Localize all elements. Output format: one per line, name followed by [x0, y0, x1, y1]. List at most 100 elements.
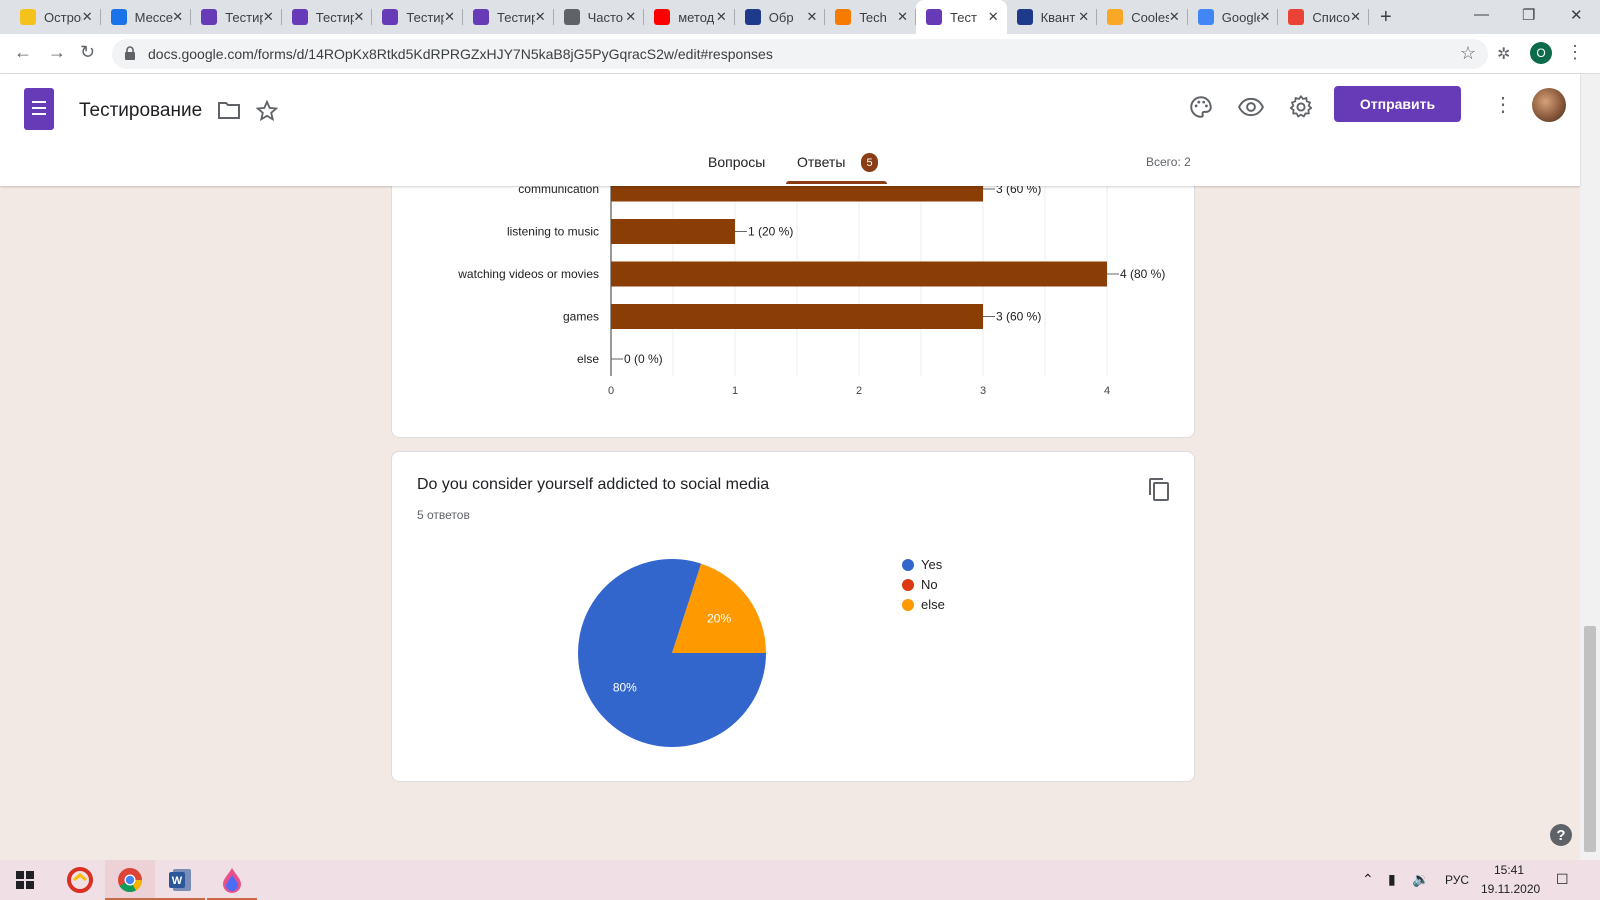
clock-time[interactable]: 15:41 [1494, 863, 1525, 877]
tab-answers[interactable]: Ответы [797, 154, 846, 170]
tab-separator [914, 9, 916, 25]
browser-tab[interactable]: Квант ✕ [1007, 0, 1098, 34]
close-tab-icon[interactable]: ✕ [897, 9, 908, 24]
close-tab-icon[interactable]: ✕ [625, 9, 637, 24]
chrome-app-icon[interactable] [105, 860, 155, 900]
browser-tab[interactable]: Список✕ [1278, 0, 1369, 34]
pie-slice-label: 20% [707, 612, 731, 626]
browser-tab[interactable]: Тестирование✕ [282, 0, 373, 34]
tab-separator [1277, 9, 1279, 25]
feather-tab-icon [1016, 9, 1033, 25]
close-tab-icon[interactable]: ✕ [1168, 9, 1180, 24]
google-forms-logo-icon[interactable] [24, 88, 54, 130]
send-button[interactable]: Отправить [1334, 86, 1461, 122]
palette-icon[interactable] [1188, 94, 1214, 120]
bar-category-label: watching videos or movies [457, 267, 599, 281]
star-icon[interactable] [256, 100, 278, 122]
total-count: Всего: 2 [1146, 155, 1191, 169]
back-arrow-icon[interactable]: ← [14, 42, 32, 62]
pie-slice-label: 80% [613, 680, 637, 694]
close-tab-icon[interactable]: ✕ [1350, 9, 1361, 24]
legend-swatch [902, 599, 914, 611]
user-avatar[interactable] [1532, 88, 1566, 122]
google-tab-icon [1288, 9, 1305, 25]
question-card-addiction: Do you consider yourself addicted to soc… [391, 451, 1195, 782]
browser-tab[interactable]: Tech ✕ [825, 0, 916, 34]
browser-tab[interactable]: Часто ✕ [554, 0, 645, 34]
bar-data-label: 4 (80 %) [1120, 267, 1165, 281]
word-app-icon[interactable]: W [155, 860, 205, 900]
extensions-puzzle-icon[interactable]: ✲ [1497, 46, 1511, 63]
browser-tab[interactable]: Тестирование✕ [372, 0, 463, 34]
windows-taskbar: W ⌃ ▮ 🔉 РУС 15:41 19.11.2020 ☐ [0, 860, 1600, 900]
page-scrollbar[interactable] [1580, 74, 1600, 860]
close-tab-icon[interactable]: ✕ [81, 9, 93, 24]
close-tab-icon[interactable]: ✕ [1078, 9, 1090, 24]
close-tab-icon[interactable]: ✕ [715, 9, 727, 24]
profile-avatar[interactable]: O [1530, 42, 1552, 64]
close-tab-icon[interactable]: ✕ [444, 9, 455, 24]
close-tab-icon[interactable]: ✕ [172, 9, 184, 24]
browser-tab[interactable]: Coolest✕ [1097, 0, 1188, 34]
browser-tab[interactable]: Google ✕ [1188, 0, 1279, 34]
start-windows-icon[interactable] [0, 860, 50, 900]
tab-separator [99, 9, 101, 25]
close-tab-icon[interactable]: ✕ [806, 9, 818, 24]
browser-tab[interactable]: Остров✕ [10, 0, 101, 34]
new-tab-button[interactable]: + [1380, 6, 1392, 28]
tab-questions[interactable]: Вопросы [708, 154, 766, 170]
close-tab-icon[interactable]: ✕ [353, 9, 365, 24]
bar [611, 219, 735, 244]
tab-separator [1186, 9, 1188, 25]
browser-tab-title: Тестирование [315, 9, 354, 25]
drop-app-icon[interactable] [207, 860, 257, 900]
restore-window-icon[interactable]: ❐ [1522, 7, 1536, 24]
copy-chart-icon[interactable] [1147, 477, 1171, 503]
x-tick-label: 3 [980, 385, 986, 397]
close-tab-icon[interactable]: ✕ [262, 9, 274, 24]
preview-eye-icon[interactable] [1238, 94, 1264, 120]
tab-separator [552, 9, 554, 25]
bar [611, 304, 983, 329]
close-tab-icon[interactable]: ✕ [534, 9, 546, 24]
more-options-icon[interactable]: ⋮ [1493, 94, 1513, 116]
browser-tab-title: Тестирование [406, 9, 445, 25]
tray-chevron-up-icon[interactable]: ⌃ [1362, 871, 1374, 887]
address-bar[interactable]: docs.google.com/forms/d/14ROpKx8Rtkd5KdR… [112, 39, 1488, 69]
settings-gear-icon[interactable] [1288, 94, 1314, 120]
minimize-window-icon[interactable]: — [1474, 6, 1489, 23]
ccleaner-app-icon[interactable] [55, 860, 105, 900]
browser-tab[interactable]: Тест ✕ [916, 0, 1007, 34]
pie-slice [672, 563, 766, 653]
reload-icon[interactable]: ↻ [80, 42, 96, 62]
tab-separator [371, 9, 373, 25]
scrollbar-thumb[interactable] [1584, 626, 1596, 852]
input-language[interactable]: РУС [1445, 873, 1470, 887]
volume-icon[interactable]: 🔉 [1412, 871, 1430, 887]
browser-tab[interactable]: Тестирование✕ [191, 0, 282, 34]
browser-tab[interactable]: Тестирование✕ [463, 0, 554, 34]
legend-label: No [921, 577, 938, 592]
browser-tab-title: Тестирование [225, 9, 264, 25]
folder-icon[interactable] [218, 100, 240, 120]
bookmark-star-icon[interactable]: ☆ [1459, 43, 1476, 63]
battery-icon[interactable]: ▮ [1388, 871, 1396, 887]
notifications-icon[interactable]: ☐ [1556, 871, 1569, 887]
close-window-icon[interactable]: ✕ [1570, 7, 1583, 24]
browser-tab[interactable]: Мессенджер✕ [101, 0, 192, 34]
close-tab-icon[interactable]: ✕ [987, 9, 999, 24]
browser-tab-title: Остров [44, 9, 82, 25]
browser-tab[interactable]: Обр ✕ [735, 0, 826, 34]
bar [611, 261, 1107, 287]
clock-date[interactable]: 19.11.2020 [1481, 882, 1541, 896]
help-icon[interactable]: ? [1550, 824, 1572, 846]
close-tab-icon[interactable]: ✕ [1259, 9, 1271, 24]
forward-arrow-icon[interactable]: → [48, 42, 66, 62]
url-text[interactable]: docs.google.com/forms/d/14ROpKx8Rtkd5KdR… [148, 46, 773, 62]
x-tick-label: 0 [608, 385, 614, 397]
browser-menu-icon[interactable]: ⋮ [1566, 42, 1584, 62]
browser-tab[interactable]: метод ✕ [644, 0, 735, 34]
browser-tab-strip: Остров✕Мессенджер✕Тестирование✕Тестирова… [0, 0, 1600, 34]
form-title[interactable]: Тестирование [79, 100, 203, 121]
tab-separator [643, 9, 645, 25]
